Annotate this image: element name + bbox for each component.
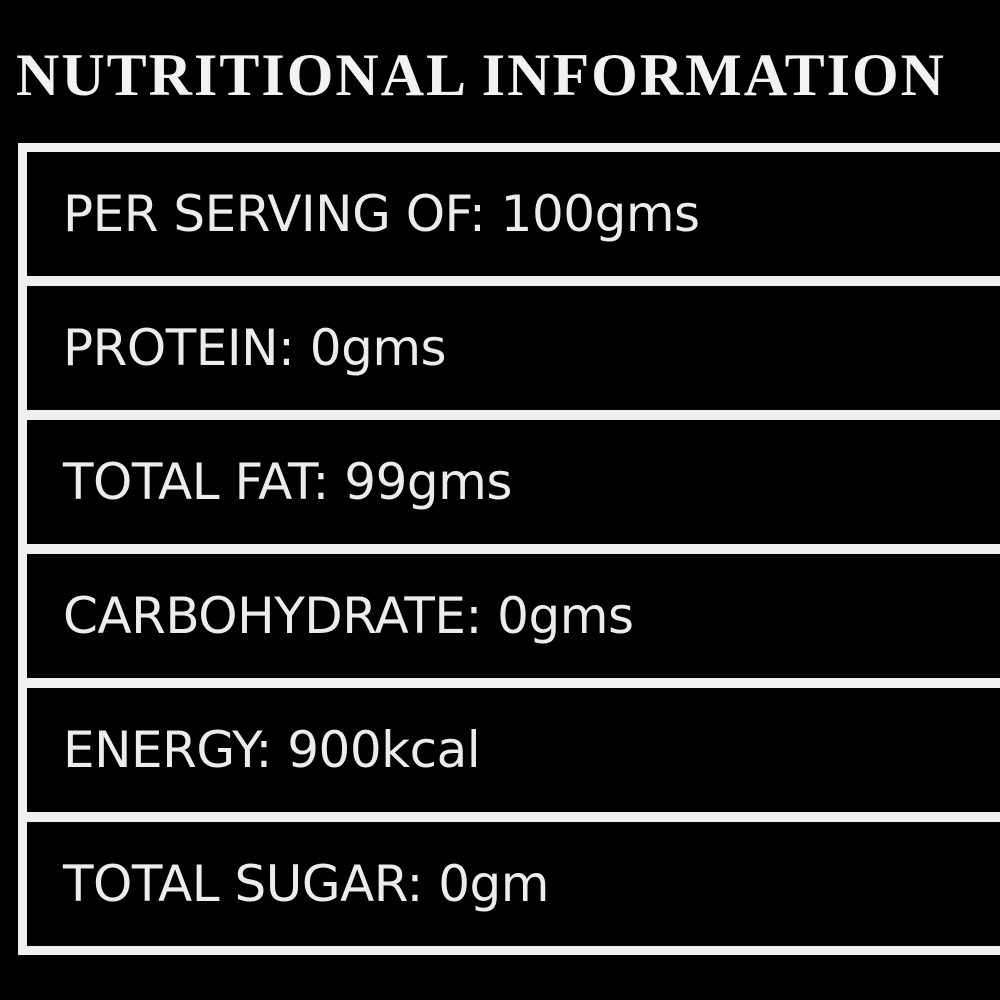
- table-row: CARBOHYDRATE: 0gms: [27, 554, 1000, 688]
- table-row: PROTEIN: 0gms: [27, 286, 1000, 420]
- row-text: ENERGY: 900kcal: [63, 721, 481, 779]
- row-text: PER SERVING OF: 100gms: [63, 185, 700, 243]
- title: NUTRITIONAL INFORMATION: [16, 42, 946, 108]
- table-row: TOTAL SUGAR: 0gm: [27, 822, 1000, 946]
- row-text: TOTAL FAT: 99gms: [63, 453, 512, 511]
- table-row: ENERGY: 900kcal: [27, 688, 1000, 822]
- row-text: PROTEIN: 0gms: [63, 319, 447, 377]
- row-text: TOTAL SUGAR: 0gm: [63, 855, 550, 913]
- table-row: TOTAL FAT: 99gms: [27, 420, 1000, 554]
- nutrition-table: PER SERVING OF: 100gms PROTEIN: 0gms TOTAL…: [18, 143, 1000, 955]
- row-text: CARBOHYDRATE: 0gms: [63, 587, 634, 645]
- table-row: PER SERVING OF: 100gms: [27, 152, 1000, 286]
